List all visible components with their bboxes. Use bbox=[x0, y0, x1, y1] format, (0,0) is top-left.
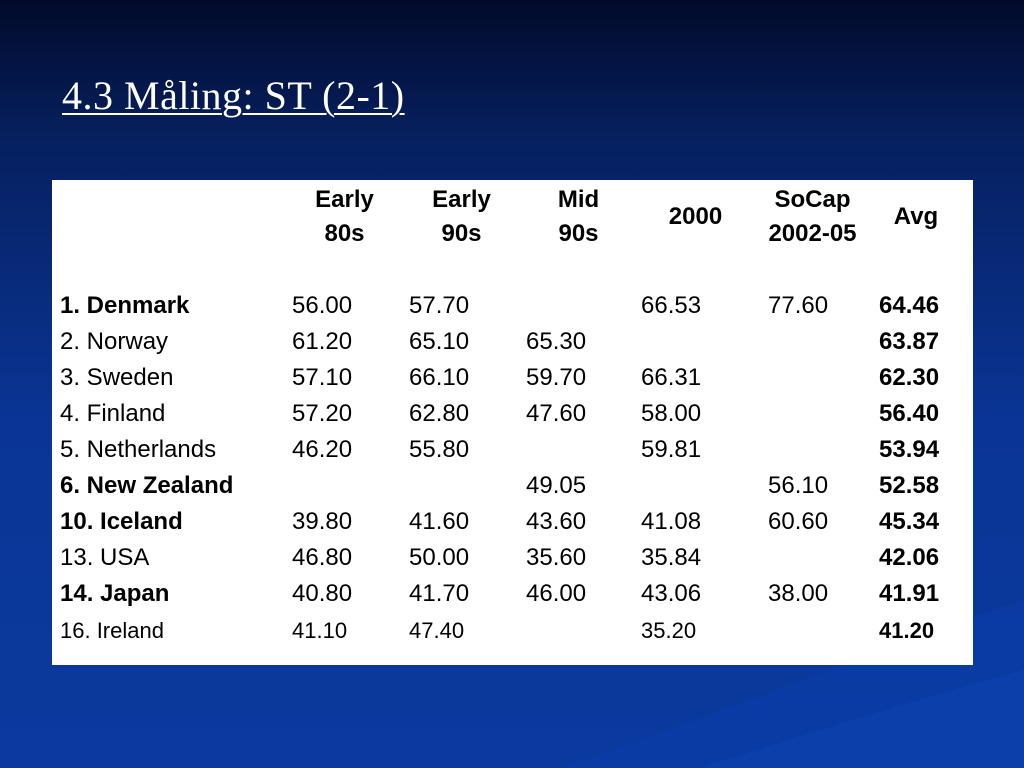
value-cell: 60.60 bbox=[768, 508, 829, 535]
country-cell: 3. Sweden bbox=[60, 364, 174, 391]
value-cell: 59.70 bbox=[526, 364, 587, 391]
table-row: 5. Netherlands 46.20 55.80 59.81 53.94 bbox=[60, 432, 961, 468]
value-cell: 61.20 bbox=[292, 328, 353, 355]
value-cell: 57.70 bbox=[409, 292, 470, 319]
avg-cell: 52.58 bbox=[879, 472, 940, 499]
value-cell bbox=[403, 468, 520, 504]
country-cell: 14. Japan bbox=[60, 580, 170, 607]
header-early-90s: Early 90s bbox=[432, 186, 491, 247]
avg-cell: 62.30 bbox=[879, 364, 940, 391]
value-cell: 43.06 bbox=[641, 580, 702, 607]
value-cell: 56.10 bbox=[768, 472, 829, 499]
country-cell: 4. Finland bbox=[60, 400, 166, 427]
table-body: 1. Denmark 56.00 57.70 66.53 77.60 64.46 2. No… bbox=[60, 288, 961, 650]
avg-cell: 64.46 bbox=[879, 292, 940, 319]
value-cell: 43.60 bbox=[526, 508, 587, 535]
value-cell: 46.00 bbox=[526, 580, 587, 607]
value-cell: 66.31 bbox=[641, 364, 702, 391]
country-cell: 10. Iceland bbox=[60, 508, 183, 535]
header-mid-90s: Mid 90s bbox=[557, 186, 600, 247]
data-table-panel: Early 80s Early 90s Mid 90s 2000 SoCap 2002-… bbox=[52, 180, 973, 665]
table-row: 10. Iceland 39.80 41.60 43.60 41.08 60.60 45.3… bbox=[60, 504, 961, 540]
table-row: 1. Denmark 56.00 57.70 66.53 77.60 64.46 bbox=[60, 288, 961, 324]
avg-cell: 45.34 bbox=[879, 508, 940, 535]
value-cell: 41.60 bbox=[409, 508, 470, 535]
header-blank bbox=[60, 180, 286, 254]
avg-cell: 53.94 bbox=[879, 436, 940, 463]
table-row: 13. USA 46.80 50.00 35.60 35.84 42.06 bbox=[60, 540, 961, 576]
value-cell: 47.40 bbox=[409, 618, 465, 643]
header-avg: Avg bbox=[893, 203, 939, 230]
value-cell: 47.60 bbox=[526, 400, 587, 427]
value-cell bbox=[754, 360, 871, 396]
header-2000: 2000 bbox=[668, 203, 723, 230]
table-row: 2. Norway 61.20 65.10 65.30 63.87 bbox=[60, 324, 961, 360]
value-cell: 58.00 bbox=[641, 400, 702, 427]
value-cell: 62.80 bbox=[409, 400, 470, 427]
value-cell: 65.10 bbox=[409, 328, 470, 355]
value-cell bbox=[520, 432, 637, 468]
value-cell: 35.60 bbox=[526, 544, 587, 571]
value-cell bbox=[520, 288, 637, 324]
value-cell bbox=[520, 612, 637, 650]
value-cell: 35.20 bbox=[641, 618, 697, 643]
country-cell: 1. Denmark bbox=[60, 292, 190, 319]
value-cell bbox=[637, 468, 754, 504]
country-cell: 6. New Zealand bbox=[60, 472, 234, 499]
value-cell: 49.05 bbox=[526, 472, 587, 499]
table-row: 6. New Zealand 49.05 56.10 52.58 bbox=[60, 468, 961, 504]
value-cell: 66.53 bbox=[641, 292, 702, 319]
country-cell: 13. USA bbox=[60, 544, 150, 571]
table-row: 16. Ireland 41.10 47.40 35.20 41.20 bbox=[60, 612, 961, 650]
value-cell bbox=[754, 612, 871, 650]
value-cell bbox=[286, 468, 403, 504]
value-cell: 50.00 bbox=[409, 544, 470, 571]
value-cell: 57.20 bbox=[292, 400, 353, 427]
avg-cell: 41.20 bbox=[879, 618, 935, 643]
avg-cell: 56.40 bbox=[879, 400, 940, 427]
avg-cell: 42.06 bbox=[879, 544, 940, 571]
value-cell: 65.30 bbox=[526, 328, 587, 355]
value-cell: 38.00 bbox=[768, 580, 829, 607]
value-cell: 39.80 bbox=[292, 508, 353, 535]
header-socap: SoCap 2002-05 bbox=[768, 186, 857, 247]
value-cell: 59.81 bbox=[641, 436, 702, 463]
table-row: 14. Japan 40.80 41.70 46.00 43.06 38.00 41.91 bbox=[60, 576, 961, 612]
value-cell bbox=[637, 324, 754, 360]
value-cell bbox=[754, 432, 871, 468]
country-cell: 5. Netherlands bbox=[60, 436, 217, 463]
value-cell bbox=[754, 396, 871, 432]
value-cell: 77.60 bbox=[768, 292, 829, 319]
value-cell: 55.80 bbox=[409, 436, 470, 463]
social-trust-table: Early 80s Early 90s Mid 90s 2000 SoCap 2002-… bbox=[60, 180, 961, 650]
value-cell: 46.20 bbox=[292, 436, 353, 463]
avg-cell: 63.87 bbox=[879, 328, 940, 355]
value-cell: 41.08 bbox=[641, 508, 702, 535]
value-cell bbox=[754, 540, 871, 576]
header-row: Early 80s Early 90s Mid 90s 2000 SoCap 2002-… bbox=[60, 180, 961, 254]
slide-title: 4.3 Måling: ST (2-1) bbox=[62, 73, 405, 118]
country-cell: 16. Ireland bbox=[60, 618, 164, 643]
value-cell: 35.84 bbox=[641, 544, 702, 571]
header-early-80s: Early 80s bbox=[315, 186, 374, 247]
table-row: 4. Finland 57.20 62.80 47.60 58.00 56.40 bbox=[60, 396, 961, 432]
avg-cell: 41.91 bbox=[879, 580, 940, 607]
table-row: 3. Sweden 57.10 66.10 59.70 66.31 62.30 bbox=[60, 360, 961, 396]
value-cell: 66.10 bbox=[409, 364, 470, 391]
country-cell: 2. Norway bbox=[60, 328, 169, 355]
value-cell: 56.00 bbox=[292, 292, 353, 319]
value-cell: 40.80 bbox=[292, 580, 353, 607]
value-cell: 57.10 bbox=[292, 364, 353, 391]
value-cell: 41.70 bbox=[409, 580, 470, 607]
value-cell bbox=[754, 324, 871, 360]
value-cell: 41.10 bbox=[292, 618, 348, 643]
value-cell: 46.80 bbox=[292, 544, 353, 571]
